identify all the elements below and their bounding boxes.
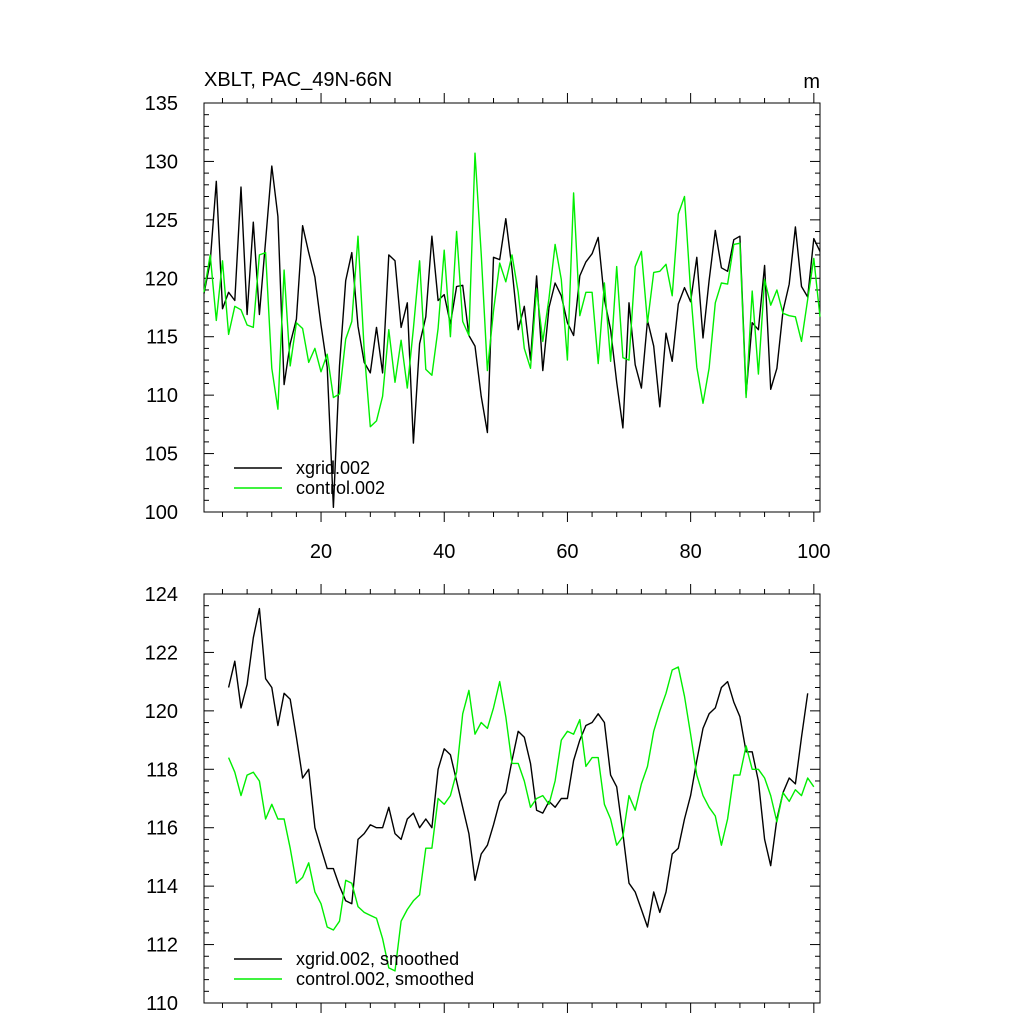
y-tick-label: 122 xyxy=(145,642,178,664)
y-tick-label: 110 xyxy=(146,993,178,1015)
plot-frame xyxy=(203,593,821,1004)
legend-label-xgrid: xgrid.002, smoothed xyxy=(296,949,459,969)
x-tick-label: 80 xyxy=(680,541,702,563)
series-line-control xyxy=(203,152,821,428)
series-line-xgrid xyxy=(203,165,821,508)
y-tick-label: 114 xyxy=(146,876,178,898)
y-tick-label: 105 xyxy=(145,444,178,466)
x-tick-label: 20 xyxy=(310,541,332,563)
series-line-control xyxy=(227,666,815,972)
legend-label-control: control.002, smoothed xyxy=(296,969,474,989)
y-tick-label: 100 xyxy=(145,502,178,524)
top-panel: XBLT, PAC_49N-66N m 100 105 110 115 120 125 13… xyxy=(145,69,831,563)
y-tick-label: 120 xyxy=(145,268,178,290)
y-tick-label: 125 xyxy=(145,210,178,232)
legend-label-xgrid: xgrid.002 xyxy=(296,458,370,478)
x-tick-label: 60 xyxy=(556,541,578,563)
chart-title: XBLT, PAC_49N-66N xyxy=(204,69,392,91)
y-tick-label: 116 xyxy=(146,818,178,840)
y-tick-label: 110 xyxy=(146,385,178,407)
legend-label-control: control.002 xyxy=(296,478,385,498)
x-tick-label: 100 xyxy=(797,541,830,563)
y-tick-label: 118 xyxy=(146,759,178,781)
units-label: m xyxy=(803,71,820,93)
x-tick-label: 40 xyxy=(433,541,455,563)
y-tick-label: 112 xyxy=(146,935,178,957)
y-tick-label: 124 xyxy=(145,584,178,606)
bottom-panel: 110 112 114 116 118 120 122 124 xgrid.002, smoot… xyxy=(145,584,821,1015)
y-tick-label: 120 xyxy=(145,701,178,723)
y-tick-label: 130 xyxy=(145,151,178,173)
y-tick-label: 115 xyxy=(146,327,178,349)
plot-frame xyxy=(203,102,821,513)
series-line-xgrid xyxy=(227,607,809,928)
y-tick-label: 135 xyxy=(145,93,178,115)
